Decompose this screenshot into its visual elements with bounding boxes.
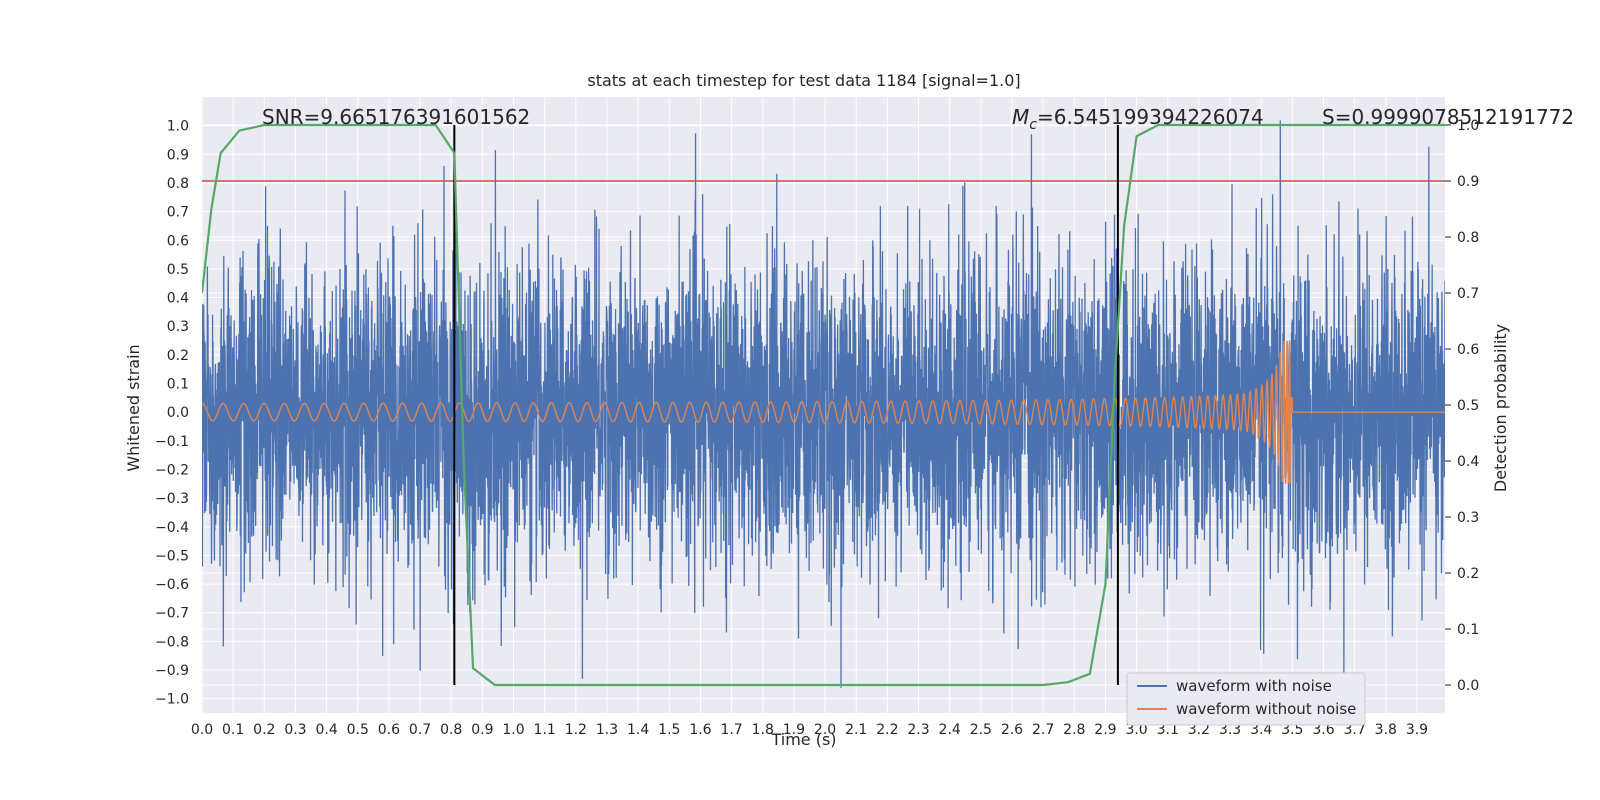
x-tick-label: 1.5	[658, 722, 680, 738]
y-right-tick-label: 0.5	[1457, 398, 1479, 414]
y-left-tick-label: −0.2	[155, 462, 189, 478]
y-left-tick-label: −0.7	[155, 606, 189, 622]
x-tick-label: 2.8	[1063, 722, 1085, 738]
y-left-tick-label: −0.4	[155, 520, 189, 536]
x-tick-label: 0.0	[191, 722, 213, 738]
y-left-tick-label: 0.0	[167, 405, 189, 421]
y-axis-right-label: Detection probability	[1491, 324, 1510, 492]
y-right-tick-label: 0.1	[1457, 622, 1479, 638]
x-tick-label: 2.9	[1094, 722, 1116, 738]
snr-annotation: SNR=9.665176391601562	[262, 105, 530, 129]
x-tick-label: 2.3	[907, 722, 929, 738]
legend-label-clean: waveform without noise	[1176, 700, 1356, 718]
x-tick-label: 0.9	[471, 722, 493, 738]
vertical-markers	[453, 125, 1119, 685]
x-tick-label: 3.9	[1406, 722, 1428, 738]
y-left-tick-label: 0.7	[167, 205, 189, 221]
y-left-tick-label: 0.1	[167, 377, 189, 393]
x-tick-label: 2.4	[939, 722, 961, 738]
y-right-tick-label: 0.3	[1457, 510, 1479, 526]
x-tick-label: 2.5	[970, 722, 992, 738]
x-tick-label: 1.8	[752, 722, 774, 738]
y-left-tick-label: 0.4	[167, 291, 189, 307]
x-tick-label: 0.3	[284, 722, 306, 738]
x-tick-label: 0.5	[347, 722, 369, 738]
y-right-tick-label: 0.2	[1457, 566, 1479, 582]
x-tick-label: 3.1	[1157, 722, 1179, 738]
y-right-tick-label: 0.8	[1457, 230, 1479, 246]
y-left-tick-label: −0.9	[155, 663, 189, 679]
x-axis-label: Time (s)	[770, 730, 836, 749]
clean-waveform-line	[202, 340, 1445, 484]
x-tick-label: 3.3	[1219, 722, 1241, 738]
y-left-tick-label: −1.0	[155, 692, 189, 708]
chart-title: stats at each timestep for test data 118…	[587, 71, 1020, 90]
x-tick-label: 3.2	[1188, 722, 1210, 738]
chirp-mass-symbol: M	[1012, 105, 1029, 129]
y-left-tick-label: 0.5	[167, 262, 189, 278]
y-right-tick-label: 0.0	[1457, 678, 1479, 694]
x-tick-label: 1.7	[720, 722, 742, 738]
y-axis-left-ticks: 1.0 0.9 0.8 0.7 0.6 0.5 0.4 0.3 0.2 0.1 0.0 −0.1 −0.…	[155, 119, 189, 708]
x-tick-label: 3.4	[1250, 722, 1272, 738]
x-tick-label: 3.7	[1344, 722, 1366, 738]
x-tick-label: 2.0	[814, 722, 836, 738]
x-tick-label: 2.6	[1001, 722, 1023, 738]
y-axis-right-ticks: 1.0 0.9 0.8 0.7 0.6 0.5 0.4 0.3 0.2 0.1 0.0	[1445, 118, 1479, 694]
y-left-tick-label: 1.0	[167, 119, 189, 135]
y-left-tick-label: −0.8	[155, 634, 189, 650]
y-left-tick-label: −0.6	[155, 577, 189, 593]
x-tick-label: 2.7	[1032, 722, 1054, 738]
x-tick-label: 1.6	[689, 722, 711, 738]
x-tick-label: 1.3	[596, 722, 618, 738]
x-tick-label: 3.5	[1281, 722, 1303, 738]
chirp-mass-subscript: c	[1029, 117, 1037, 133]
x-tick-label: 1.1	[534, 722, 556, 738]
x-tick-label: 3.6	[1312, 722, 1334, 738]
x-tick-label: 0.1	[222, 722, 244, 738]
legend-label-noise: waveform with noise	[1176, 677, 1332, 695]
x-tick-label: 0.7	[409, 722, 431, 738]
y-left-tick-label: 0.8	[167, 176, 189, 192]
y-right-tick-label: 0.7	[1457, 286, 1479, 302]
y-left-tick-label: −0.5	[155, 548, 189, 564]
s-annotation: S=0.9999078512191772	[1322, 105, 1574, 129]
y-left-tick-label: 0.6	[167, 233, 189, 249]
legend: waveform with noise waveform without noi…	[1126, 672, 1366, 726]
x-tick-label: 0.6	[378, 722, 400, 738]
y-left-tick-label: 0.9	[167, 147, 189, 163]
x-tick-label: 0.2	[253, 722, 275, 738]
y-left-tick-label: −0.1	[155, 434, 189, 450]
y-right-tick-label: 0.4	[1457, 454, 1479, 470]
x-tick-label: 3.8	[1375, 722, 1397, 738]
x-tick-label: 1.9	[783, 722, 805, 738]
y-right-tick-label: 1.0	[1457, 118, 1479, 134]
chirp-mass-value: =6.545199394226074	[1037, 105, 1264, 129]
series-waveform-without-noise	[202, 340, 1445, 484]
x-tick-label: 1.4	[627, 722, 649, 738]
series-detection-probability	[202, 123, 1445, 687]
x-tick-label: 0.4	[315, 722, 337, 738]
x-tick-label: 0.8	[440, 722, 462, 738]
x-tick-label: 2.1	[845, 722, 867, 738]
x-tick-label: 1.2	[565, 722, 587, 738]
y-right-tick-label: 0.9	[1457, 174, 1479, 190]
chirp-mass-annotation: Mc=6.545199394226074	[1012, 105, 1264, 133]
y-left-tick-label: −0.3	[155, 491, 189, 507]
probability-line	[202, 123, 1445, 687]
y-left-tick-label: 0.2	[167, 348, 189, 364]
y-right-tick-label: 0.6	[1457, 342, 1479, 358]
x-tick-label: 2.2	[876, 722, 898, 738]
x-tick-label: 3.0	[1125, 722, 1147, 738]
y-axis-left-label: Whitened strain	[124, 344, 143, 471]
y-left-tick-label: 0.3	[167, 319, 189, 335]
x-axis-ticks: 0.0 0.1 0.2 0.3 0.4 0.5 0.6 0.7 0.8 0.9 1.0 1.1 1.2 1…	[191, 722, 1428, 738]
x-tick-label: 1.0	[502, 722, 524, 738]
